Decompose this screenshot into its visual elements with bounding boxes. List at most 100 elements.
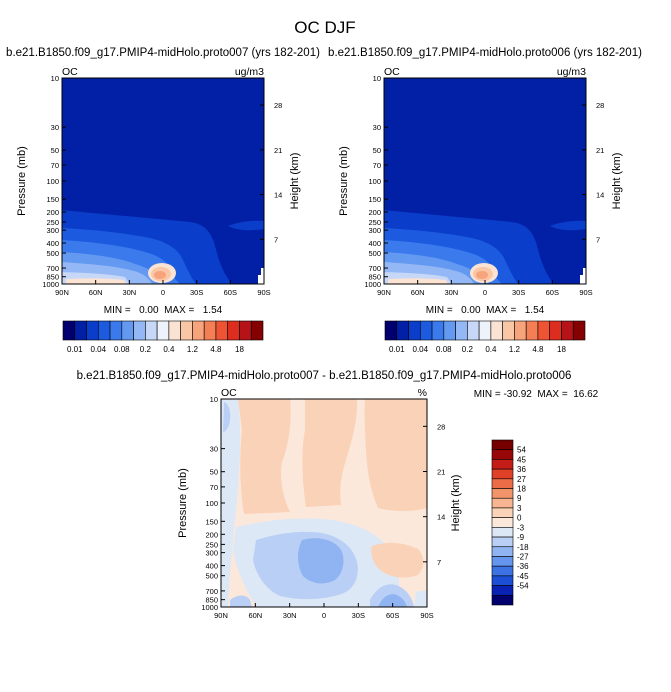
x-tick-label: 30N [444, 288, 458, 297]
y-axis-label: Pressure (mb) [16, 146, 28, 216]
y-tick-label: 300 [368, 226, 381, 235]
y-tick-label: 850 [205, 596, 218, 605]
contour-band [228, 220, 264, 231]
x-tick-label: 90S [257, 288, 270, 297]
panel-difference: b.e21.B1850.f09_g17.PMIP4-midHolo.proto0… [77, 370, 599, 620]
contour-band [580, 268, 586, 284]
variable-label: OC [221, 387, 237, 399]
y-tick-label: 300 [205, 549, 218, 558]
x-tick-label: 30N [122, 288, 136, 297]
y2-tick-label: 21 [596, 146, 604, 155]
colorbar-label: 0.2 [140, 345, 152, 354]
min-max-readout: MIN = -30.92 MAX = 16.62 [474, 389, 599, 400]
y2-axis-label: Height (km) [611, 153, 623, 210]
y-axis-label: Pressure (mb) [338, 146, 350, 216]
y-tick-label: 100 [46, 177, 59, 186]
colorbar-label: 0.08 [436, 345, 452, 354]
y-tick-label: 700 [46, 264, 59, 273]
y-tick-label: 850 [46, 273, 59, 282]
x-tick-label: 60S [224, 288, 237, 297]
y-tick-label: 70 [51, 161, 59, 170]
colorbar-swatch [561, 320, 574, 341]
panel-proto006: b.e21.B1850.f09_g17.PMIP4-midHolo.proto0… [328, 47, 642, 354]
y-tick-label: 400 [46, 239, 59, 248]
colorbar-swatch [491, 585, 514, 596]
y-axis-right: 28 21 14 7 [260, 101, 282, 244]
min-max-readout: MIN = 0.00 MAX = 1.54 [426, 305, 545, 316]
y-axis-right: 28 21 14 7 [423, 422, 445, 567]
contour-band [230, 595, 252, 607]
colorbar-swatch [467, 320, 480, 341]
colorbar-label: 3 [517, 504, 522, 513]
y-tick-label: 100 [368, 177, 381, 186]
contour-band [154, 271, 166, 279]
colorbar-label: 18 [517, 485, 526, 494]
contour-band [414, 590, 427, 607]
colorbar-swatch [491, 497, 514, 509]
colorbar-swatch [514, 320, 527, 341]
y-tick-label: 500 [205, 572, 218, 581]
y2-tick-label: 7 [596, 235, 600, 244]
y-tick-label: 300 [46, 226, 59, 235]
colorbar-swatch [86, 320, 99, 341]
colorbar-label: 36 [517, 465, 526, 474]
colorbar-label: 0.4 [485, 345, 497, 354]
colorbar-swatch [133, 320, 146, 341]
panel-proto007: b.e21.B1850.f09_g17.PMIP4-midHolo.proto0… [6, 47, 320, 354]
colorbar-swatch [203, 320, 217, 341]
colorbar-swatch [491, 594, 514, 606]
x-tick-label: 0 [483, 288, 487, 297]
contour-band [297, 538, 344, 584]
colorbar-label: -18 [517, 543, 529, 552]
colorbar-swatch [491, 488, 514, 499]
colorbar-label: 0.4 [163, 345, 175, 354]
colorbar-swatch [491, 536, 514, 548]
colorbar-swatch [145, 320, 158, 341]
x-tick-label: 60S [546, 288, 559, 297]
colorbar-label: 9 [517, 494, 522, 503]
colorbar-label: 0 [517, 514, 522, 523]
colorbar-label: 0.01 [67, 345, 83, 354]
x-tick-label: 90S [579, 288, 592, 297]
y2-axis-label: Height (km) [450, 475, 462, 532]
y-tick-label: 700 [368, 264, 381, 273]
y2-tick-label: 14 [437, 513, 445, 522]
y-tick-label: 100 [205, 499, 218, 508]
contour-field [384, 78, 586, 284]
colorbar-swatch [192, 320, 205, 341]
colorbar-swatch [491, 556, 514, 567]
x-tick-label: 60S [386, 611, 399, 620]
colorbar-swatch [156, 320, 170, 341]
colorbar-label: 0.04 [91, 345, 107, 354]
panel-title: b.e21.B1850.f09_g17.PMIP4-midHolo.proto0… [328, 47, 642, 59]
colorbar-label: 0.2 [462, 345, 474, 354]
colorbar-swatch [525, 320, 539, 341]
colorbar-swatch [491, 527, 514, 538]
y-tick-label: 250 [368, 218, 381, 227]
colorbar-swatch [396, 320, 409, 341]
y-tick-label: 30 [210, 445, 218, 454]
contour-band [476, 271, 488, 279]
y2-tick-label: 7 [437, 558, 441, 567]
x-tick-label: 30S [512, 288, 525, 297]
y-tick-label: 150 [46, 195, 59, 204]
contour-band [258, 268, 264, 284]
colorbar-swatch [180, 320, 193, 341]
contour-field [221, 399, 427, 607]
x-tick-label: 90N [214, 611, 228, 620]
units-label: % [418, 387, 427, 399]
colorbar-swatch [227, 320, 240, 341]
y2-tick-label: 7 [274, 235, 278, 244]
y-tick-label: 700 [205, 587, 218, 596]
contour-band [238, 399, 291, 514]
y-axis-label: Pressure (mb) [177, 468, 189, 538]
y-tick-label: 70 [373, 161, 381, 170]
colorbar-swatch [491, 478, 514, 489]
colorbar-swatch [491, 546, 514, 557]
x-tick-label: 60N [411, 288, 425, 297]
colorbar-swatch [491, 565, 514, 577]
variable-label: OC [62, 66, 78, 78]
colorbar-swatch [97, 320, 111, 341]
y-tick-label: 150 [368, 195, 381, 204]
